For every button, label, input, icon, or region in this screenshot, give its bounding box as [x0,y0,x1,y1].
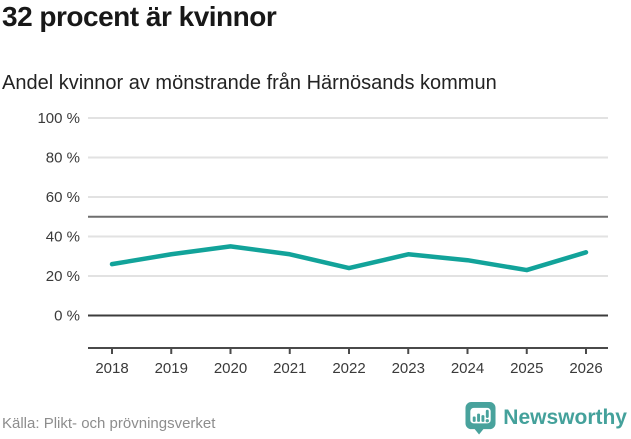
y-tick-label: 100 % [37,110,80,127]
newsworthy-wordmark: Newsworthy [503,406,627,429]
newsworthy-bubble-chart-icon [465,401,496,435]
x-tick-label: 2024 [451,360,484,377]
y-tick-label: 20 % [46,268,80,285]
x-tick-label: 2020 [214,360,247,377]
x-tick-label: 2019 [155,360,188,377]
x-tick-label: 2022 [332,360,365,377]
data-line [109,244,589,273]
x-tick-label: 2018 [95,360,128,377]
source-note: Källa: Plikt- och prövningsverket [2,415,216,432]
x-tick-label: 2023 [392,360,425,377]
line-chart: 100 % 80 % 60 % 40 % 20 % 0 % 2018 2019 2020 2021… [37,110,608,377]
x-tick-label: 2026 [569,360,602,377]
chart-subtitle: Andel kvinnor av mönstrande från Härnösa… [2,72,497,94]
y-tick-label: 80 % [46,150,80,167]
y-tick-label: 40 % [46,229,80,246]
x-tick-label: 2021 [273,360,306,377]
x-tick-label: 2025 [510,360,543,377]
newsworthy-logo: Newsworthy [465,401,627,435]
chart-title: 32 procent är kvinnor [2,1,277,32]
y-tick-label: 60 % [46,189,80,206]
y-tick-label: 0 % [54,308,80,325]
